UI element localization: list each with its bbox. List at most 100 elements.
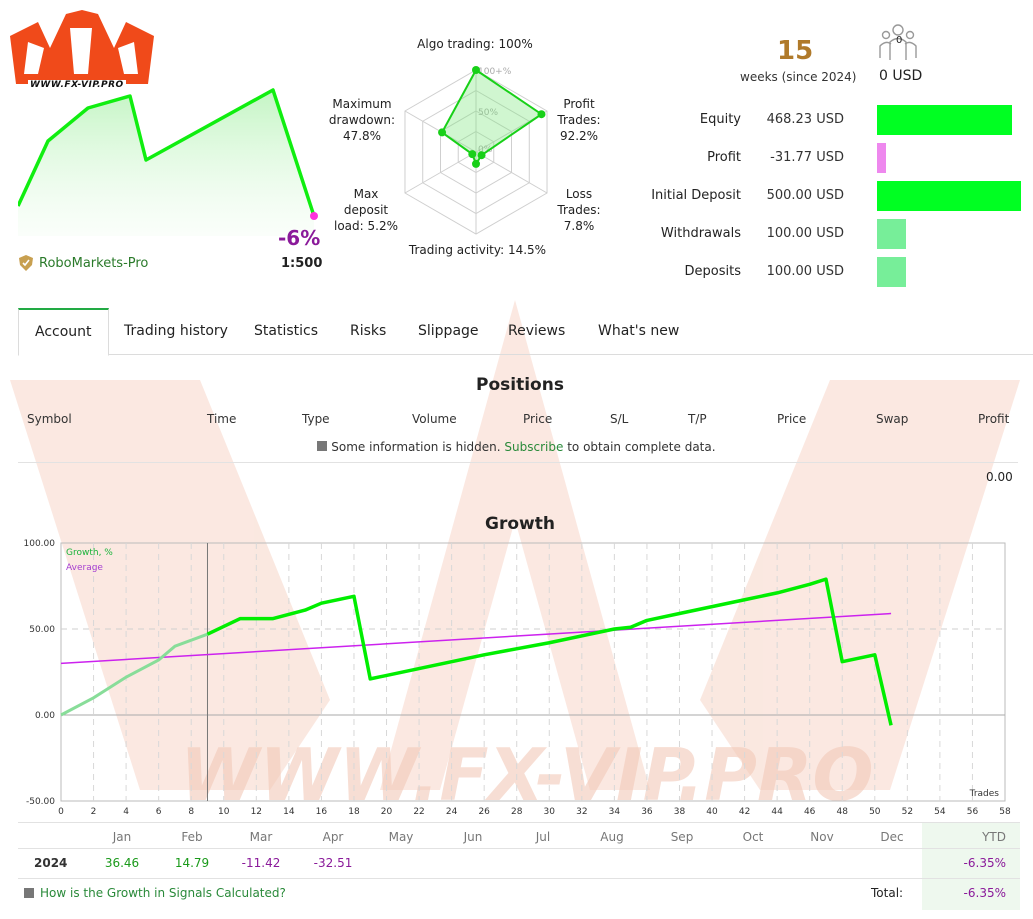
- x-tick-label: 12: [251, 807, 262, 817]
- divider: [18, 848, 1020, 849]
- stat-value: -31.77 USD: [770, 150, 844, 165]
- tab-risks[interactable]: Risks: [350, 323, 387, 339]
- stat-label: Initial Deposit: [651, 188, 741, 203]
- subscribe-link[interactable]: Subscribe: [504, 440, 564, 454]
- x-tick-label: 14: [283, 807, 295, 817]
- legend-average: Average: [66, 563, 103, 573]
- subscribers-usd: 0 USD: [879, 68, 923, 84]
- leverage: 1:500: [281, 256, 323, 271]
- month-value: 36.46: [104, 856, 140, 870]
- month-jan: Jan: [112, 830, 132, 844]
- info-text-after: to obtain complete data.: [567, 440, 716, 454]
- info-icon: [317, 441, 328, 451]
- positions-col-price: Price: [777, 412, 807, 426]
- ytd-column-bg: [922, 822, 1020, 910]
- radar-ring-label: 0%: [478, 145, 493, 155]
- positions-col-volume: Volume: [412, 412, 457, 426]
- growth-chart: 0 2 4 6 8 10 12 14 16 18 20 22 24 26 28 30 32 34 36 38 40 42 4…: [24, 539, 1011, 817]
- radar-point: [468, 150, 477, 159]
- x-tick-label: 10: [218, 807, 230, 817]
- month-oct: Oct: [742, 830, 764, 844]
- month-value: 14.79: [174, 856, 210, 870]
- logo-url: WWW.FX-VIP.PRO: [28, 80, 126, 90]
- legend-growth: Growth, %: [66, 548, 113, 558]
- question-icon: [24, 888, 34, 898]
- positions-col-price: Price: [523, 412, 553, 426]
- radar-point: [472, 159, 480, 168]
- shield-icon: [19, 255, 33, 271]
- chart-frame: [60, 542, 1006, 802]
- month-jun: Jun: [463, 830, 483, 844]
- x-tick-label: 48: [837, 807, 849, 817]
- stat-bar: [877, 219, 906, 249]
- y-tick-label: 100.00: [24, 539, 56, 549]
- brand-logo: [10, 10, 154, 84]
- radar-point: [477, 151, 486, 160]
- divider: [18, 822, 1020, 823]
- x-tick-label: 0: [58, 807, 64, 817]
- hidden-info-row: Some information is hidden. Subscribe to…: [0, 440, 1033, 454]
- total-value: -6.35%: [963, 886, 1006, 900]
- month-may: May: [388, 830, 414, 844]
- weeks-count: 15: [777, 36, 814, 66]
- x-tick-label: 20: [381, 807, 393, 817]
- stat-bar: [877, 105, 1012, 135]
- radar-label-algo: Algo trading: 100%: [417, 37, 533, 51]
- radar-point: [537, 110, 546, 119]
- x-tick-label: 8: [188, 807, 194, 817]
- x-tick-label: 22: [413, 807, 424, 817]
- growth-percent: -6%: [278, 226, 321, 250]
- ytd-value: -6.35%: [963, 856, 1006, 870]
- growth-calc-link[interactable]: How is the Growth in Signals Calculated?: [24, 886, 286, 900]
- radar-ring-label: 100+%: [478, 67, 512, 77]
- radar-chart: 100+% 50% 0%: [404, 66, 548, 235]
- x-tick-label: 54: [934, 807, 946, 817]
- tab-statistics[interactable]: Statistics: [254, 323, 318, 339]
- tab-account[interactable]: Account: [18, 308, 109, 356]
- tab-slippage[interactable]: Slippage: [418, 323, 479, 339]
- positions-col-symbol: Symbol: [27, 412, 72, 426]
- x-tick-label: 44: [771, 807, 783, 817]
- positions-col-sl: S/L: [610, 412, 629, 426]
- positions-col-profit: Profit: [978, 412, 1010, 426]
- radar-axis: [404, 151, 477, 194]
- radar-point: [472, 66, 480, 74]
- month-value: -11.42: [241, 856, 281, 870]
- tab-what-s-new[interactable]: What's new: [598, 323, 680, 339]
- x-tick-label: 32: [576, 807, 587, 817]
- month-aug: Aug: [600, 830, 624, 844]
- subscribers-count: 0: [896, 35, 903, 46]
- positions-col-swap: Swap: [876, 412, 909, 426]
- x-tick-label: 26: [478, 807, 490, 817]
- x-tick-label: 28: [511, 807, 523, 817]
- x-tick-label: 42: [739, 807, 750, 817]
- x-tick-label: 30: [544, 807, 556, 817]
- series-average: [60, 612, 892, 665]
- stat-label: Withdrawals: [660, 226, 741, 241]
- subscribers-icon: [879, 24, 917, 60]
- tab-bar: Account Trading history Statistics Risks Sli…: [18, 308, 1033, 356]
- tab-reviews[interactable]: Reviews: [508, 323, 566, 339]
- radar-label-loss: Loss Trades: 7.8%: [557, 187, 601, 233]
- x-tick-label: 50: [869, 807, 881, 817]
- x-axis-label: Trades: [969, 789, 1000, 799]
- y-tick-label: 50.00: [29, 625, 55, 635]
- stat-bar: [877, 257, 906, 287]
- x-tick-label: 52: [902, 807, 913, 817]
- broker[interactable]: RoboMarkets-Pro: [19, 255, 148, 271]
- x-tick-label: 18: [348, 807, 360, 817]
- x-tick-label: 56: [967, 807, 979, 817]
- stat-value: 500.00 USD: [766, 188, 844, 203]
- x-tick-label: 16: [316, 807, 328, 817]
- x-tick-label: 46: [804, 807, 816, 817]
- month-sep: Sep: [670, 830, 694, 844]
- x-tick-label: 2: [91, 807, 97, 817]
- stat-bar: [877, 143, 886, 173]
- stat-label: Equity: [699, 112, 741, 127]
- tab-trading-history[interactable]: Trading history: [124, 323, 228, 339]
- stat-value: 100.00 USD: [766, 264, 844, 279]
- info-text: Some information is hidden.: [331, 440, 501, 454]
- year-label: 2024: [34, 856, 68, 870]
- radar-label-profit: Profit Trades: 92.2%: [557, 97, 601, 143]
- month-mar: Mar: [249, 830, 273, 844]
